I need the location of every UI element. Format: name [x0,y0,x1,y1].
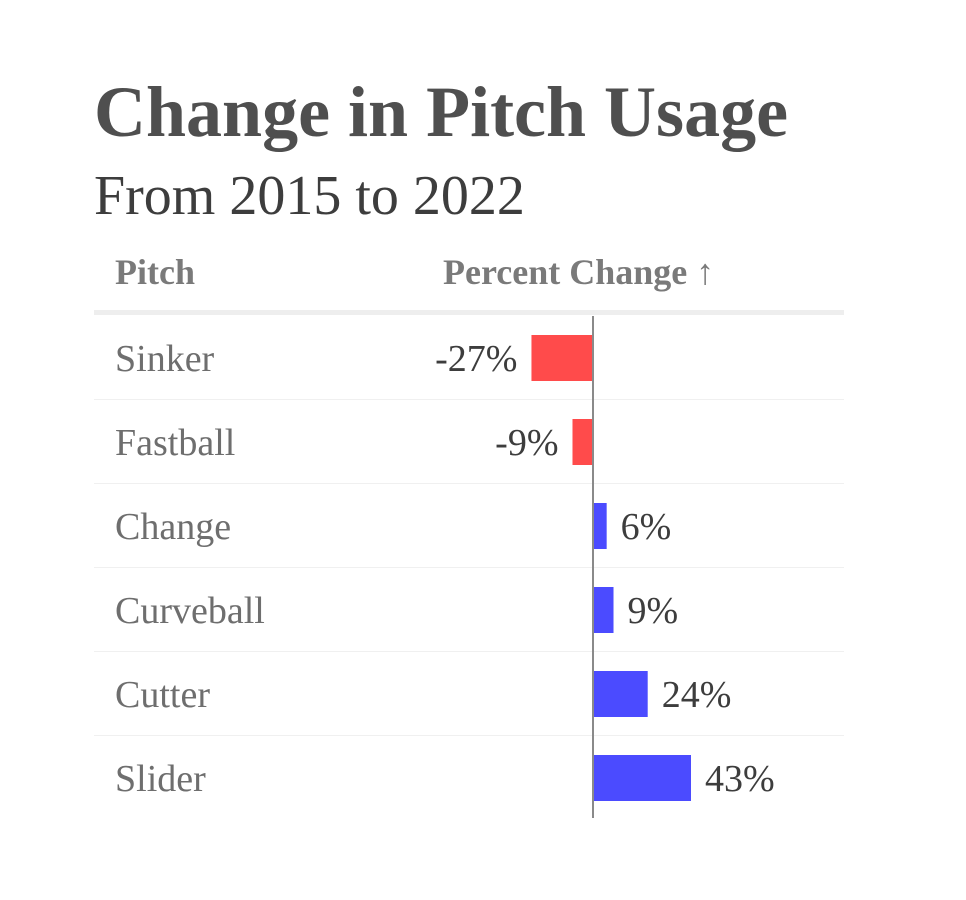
zero-line [592,316,594,818]
column-header-percent-change[interactable]: Percent Change ↑ [443,252,714,292]
table-row: Slider 43% [115,755,775,801]
pitch-name: Slider [115,758,206,800]
bar-cutter [593,671,648,717]
row-divider [94,651,844,652]
column-header-pitch[interactable]: Pitch [115,252,195,292]
table-row: Fastball -9% [94,419,844,484]
table-row: Change 6% [94,503,844,568]
value-label: 43% [705,758,775,800]
pitch-name: Sinker [115,338,215,380]
table-rows: Sinker -27% Fastball -9% Change 6% Curveball 9%… [94,316,844,818]
bar-sinker [531,335,593,381]
pitch-name: Curveball [115,590,265,632]
row-divider [94,483,844,484]
row-divider [94,735,844,736]
bar-slider [593,755,691,801]
bar-fastball [572,419,593,465]
pitch-name: Change [115,506,231,548]
bar-change [593,503,607,549]
row-divider [94,567,844,568]
row-divider [94,399,844,400]
chart-subtitle: From 2015 to 2022 [94,165,525,227]
value-label: -9% [495,422,558,464]
value-label: 6% [621,506,672,548]
chart-title: Change in Pitch Usage [94,72,789,152]
pitch-name: Cutter [115,674,210,716]
table-row: Curveball 9% [94,587,844,652]
value-label: 9% [628,590,679,632]
table-row: Sinker -27% [94,335,844,400]
bar-curveball [593,587,614,633]
value-label: -27% [435,338,517,380]
table-row: Cutter 24% [94,671,844,736]
pitch-name: Fastball [115,422,235,464]
value-label: 24% [662,674,732,716]
header-rule [94,310,844,315]
